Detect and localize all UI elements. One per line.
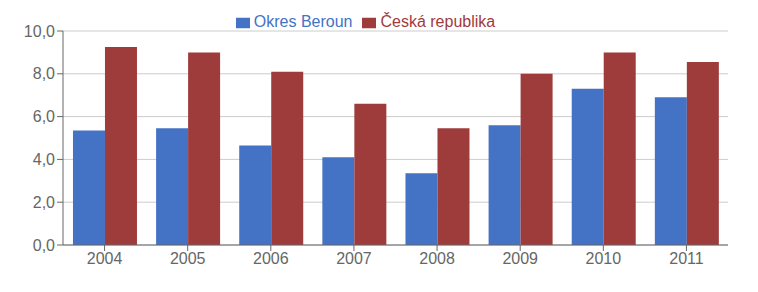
svg-text:2005: 2005 [170,250,206,267]
svg-text:2006: 2006 [253,250,289,267]
svg-text:4,0: 4,0 [33,151,55,168]
svg-text:2010: 2010 [586,250,622,267]
svg-text:2008: 2008 [419,250,455,267]
svg-text:2004: 2004 [87,250,123,267]
svg-text:0,0: 0,0 [33,237,55,254]
html-text:Česká republika: Česká republika [380,13,496,30]
html-text:Okres Beroun: Okres Beroun [253,13,353,30]
svg-text:2,0: 2,0 [33,194,55,211]
svg-text:2007: 2007 [336,250,372,267]
svg-text:10,0: 10,0 [24,23,55,40]
svg-text:6,0: 6,0 [33,108,55,125]
svg-text:8,0: 8,0 [33,65,55,82]
svg-text:2009: 2009 [502,250,538,267]
svg-text:2011: 2011 [669,250,704,267]
